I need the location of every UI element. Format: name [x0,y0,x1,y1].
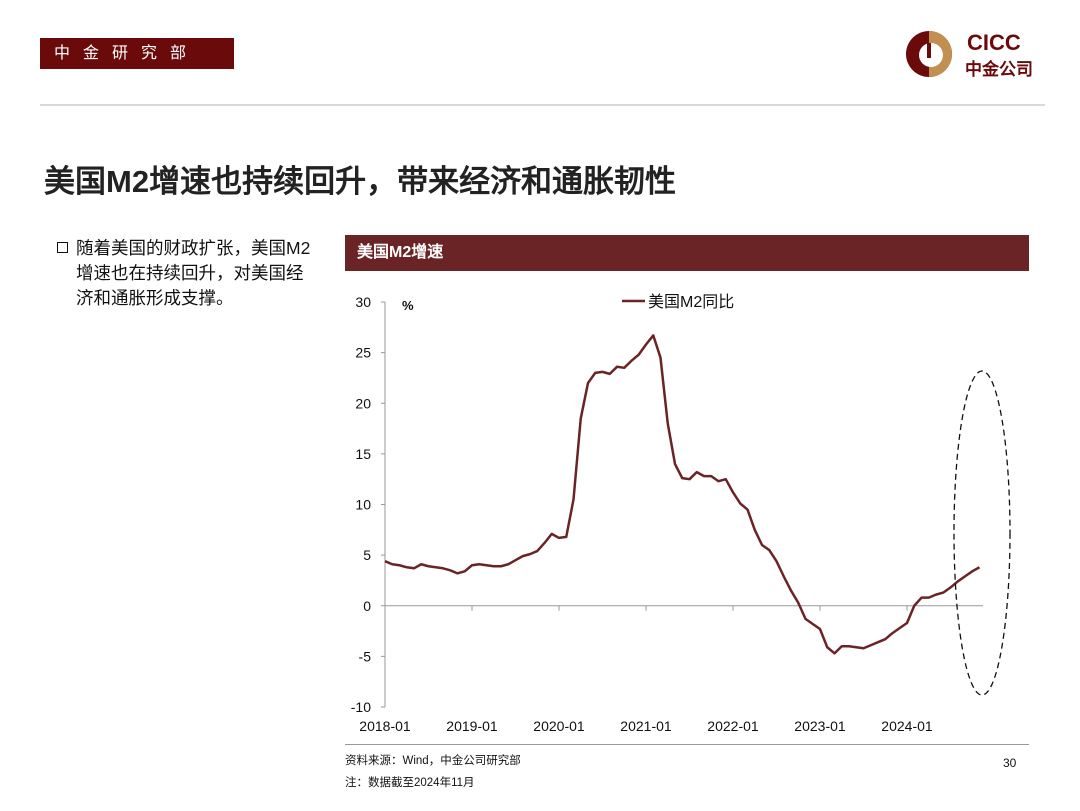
source-divider [345,744,1029,745]
cicc-logo: CICC 中金公司 [905,28,1045,80]
page-title: 美国M2增速也持续回升，带来经济和通胀韧性 [44,164,677,199]
y-tick-label: 5 [363,547,371,563]
x-tick-label: 2024-01 [881,718,933,734]
y-tick-label: -5 [359,648,372,664]
y-tick-label: 10 [355,497,371,513]
y-tick-label: 15 [355,446,371,462]
bullet-point: 随着美国的财政扩张，美国M2增速也在持续回升，对美国经济和通胀形成支撑。 [57,236,318,311]
logo-text-cn: 中金公司 [965,60,1033,79]
y-tick-label: 20 [355,395,371,411]
y-tick-label: 0 [363,598,371,614]
x-tick-label: 2019-01 [446,718,498,734]
x-tick-label: 2022-01 [707,718,759,734]
x-tick-label: 2020-01 [533,718,585,734]
logo-text: CICC [967,30,1021,55]
note-text: 注：数据截至2024年11月 [345,777,475,789]
y-tick-label: -10 [351,699,371,715]
x-tick-label: 2018-01 [359,718,411,734]
y-unit-label: % [402,298,414,313]
square-bullet-icon [57,242,68,253]
x-tick-label: 2021-01 [620,718,672,734]
x-tick-label: 2023-01 [794,718,846,734]
chart-header: 美国M2增速 [345,235,1029,271]
page-number: 30 [1003,756,1017,770]
legend-label: 美国M2同比 [648,293,734,311]
y-tick-label: 25 [355,345,371,361]
department-label: 中金研究部 [40,38,234,69]
source-text: 资料来源：Wind，中金公司研究部 [345,755,521,767]
divider [40,104,1045,106]
y-tick-label: 30 [355,294,371,310]
logo-mark-icon [906,31,952,77]
bullet-text: 随着美国的财政扩张，美国M2增速也在持续回升，对美国经济和通胀形成支撑。 [76,238,311,308]
highlight-ellipse [953,370,1011,696]
